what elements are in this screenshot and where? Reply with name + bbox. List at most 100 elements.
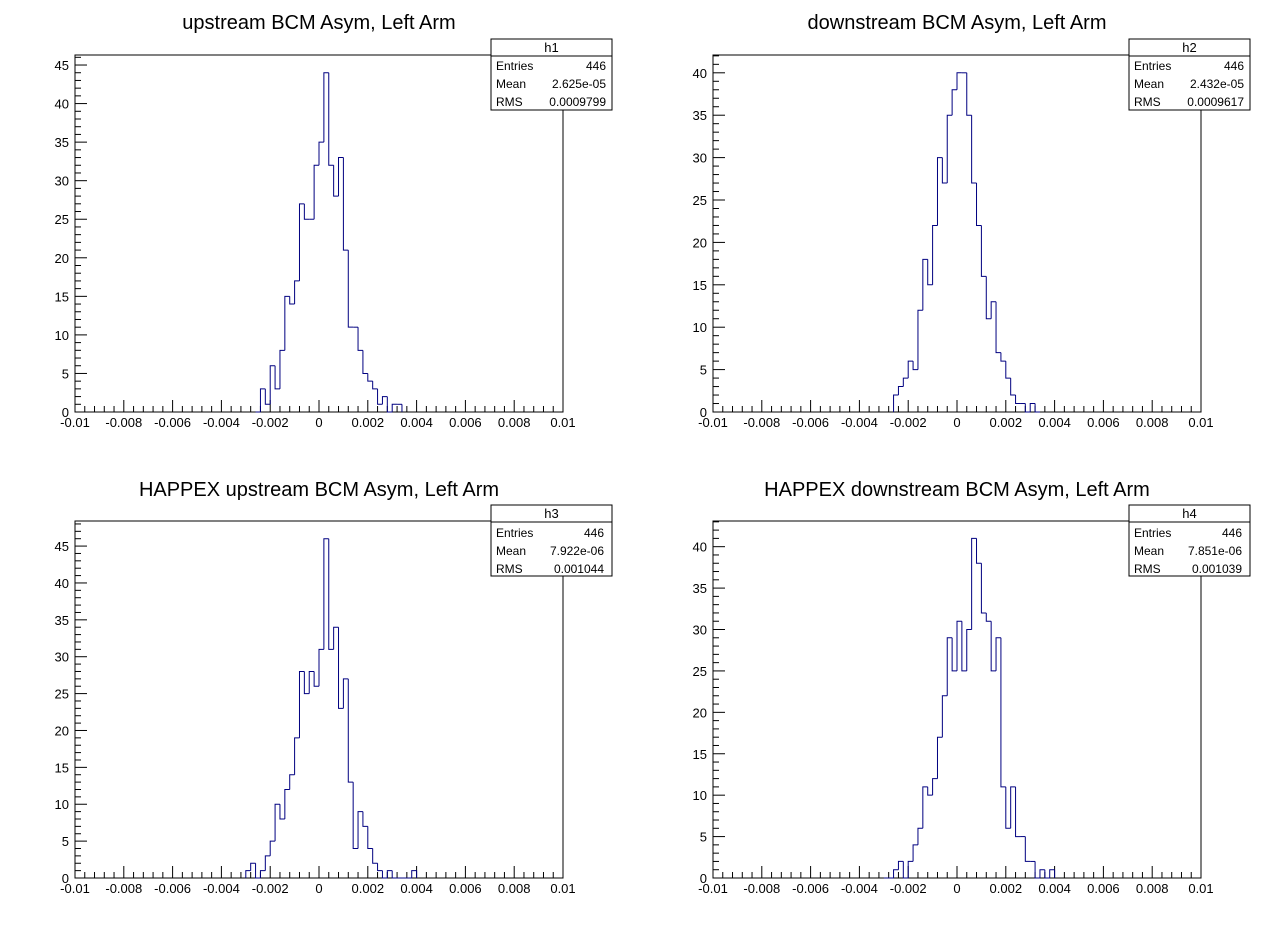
x-tick-label: 0.004 (1038, 881, 1071, 896)
x-tick-label: -0.01 (60, 881, 90, 896)
x-tick-label: -0.008 (743, 415, 780, 430)
y-tick-label: 0 (700, 405, 707, 420)
x-tick-label: -0.008 (743, 881, 780, 896)
y-tick-label: 10 (693, 320, 707, 335)
histogram-bin (936, 157, 943, 226)
histogram-bin (294, 737, 300, 775)
histogram-bin (323, 538, 329, 650)
y-tick-label: 5 (62, 834, 69, 849)
plot-title: downstream BCM Asym, Left Arm (808, 12, 1107, 34)
x-tick-label: -0.008 (105, 415, 142, 430)
histogram-bin (328, 538, 334, 650)
histogram-bin (1044, 869, 1050, 879)
histogram-bin (1000, 352, 1006, 362)
y-axis-ticks: 0 5 10 15 20 25 30 35 40 (693, 521, 725, 886)
x-tick-label: 0.01 (1188, 881, 1213, 896)
histogram-bin (347, 250, 354, 328)
histogram-panel-h4: HAPPEX downstream BCM Asym, Left Arm 0 5 1… (693, 479, 1251, 896)
histogram-bin (381, 396, 388, 405)
histogram-bin (912, 844, 918, 862)
x-tick-label: -0.006 (792, 881, 829, 896)
y-tick-label: 35 (55, 135, 69, 150)
x-tick-label: 0.006 (1087, 881, 1120, 896)
histogram-bin (328, 72, 334, 166)
stats-box-h1: h1 Entries 446 Mean 2.625e-05 RMS 0.0009… (490, 38, 613, 111)
stats-label-entries: Entries (496, 59, 533, 73)
histogram-bin (352, 782, 359, 849)
x-tick-label: -0.006 (154, 415, 191, 430)
histogram-bin (936, 736, 943, 779)
histogram-bin (245, 870, 251, 878)
histogram-panel-h2: downstream BCM Asym, Left Arm 0 5 10 15 20 25… (693, 12, 1251, 430)
y-axis-ticks: 0 5 10 15 20 25 30 35 40 45 (55, 523, 87, 886)
histogram-bin (971, 537, 977, 630)
histogram-bin (897, 860, 904, 870)
stats-label-entries: Entries (1134, 526, 1171, 540)
stats-label-entries: Entries (1134, 59, 1171, 73)
histogram-bin (980, 563, 987, 614)
x-tick-label: 0.004 (400, 415, 433, 430)
histogram-bin (294, 280, 300, 305)
x-tick-label: 0 (315, 415, 322, 430)
y-tick-label: 40 (693, 540, 707, 555)
stats-label-mean: Mean (496, 544, 526, 558)
stats-value-entries: 446 (584, 526, 604, 540)
x-tick-label: 0.006 (449, 415, 482, 430)
stats-label-rms: RMS (496, 95, 523, 109)
histogram-bin (946, 114, 953, 184)
y-tick-label: 0 (700, 871, 707, 886)
histogram-bin (367, 373, 373, 382)
histogram-bin (995, 301, 1001, 354)
histogram-panel-h1: upstream BCM Asym, Left Arm 0 5 10 15 20 25 30… (55, 12, 613, 430)
x-tick-label: -0.004 (841, 415, 878, 430)
histogram-bin (386, 396, 393, 413)
y-tick-label: 45 (55, 58, 69, 73)
x-tick-label: 0 (315, 881, 322, 896)
stats-label-rms: RMS (1134, 562, 1161, 576)
plot-title: HAPPEX upstream BCM Asym, Left Arm (139, 479, 499, 501)
x-tick-label: -0.006 (154, 881, 191, 896)
plot-frame (74, 520, 564, 879)
stats-label-rms: RMS (1134, 95, 1161, 109)
histogram-bin (269, 365, 276, 405)
y-tick-label: 5 (700, 363, 707, 378)
histogram-bin (269, 840, 276, 856)
stats-value-mean: 7.851e-06 (1188, 544, 1242, 558)
histogram-bin (1000, 637, 1006, 788)
histogram-bin (917, 827, 923, 845)
histogram-bin (995, 637, 1001, 671)
histogram-panel-h3: HAPPEX upstream BCM Asym, Left Arm 0 5 10 1… (55, 479, 613, 896)
y-tick-label: 5 (700, 830, 707, 845)
x-tick-label: 0.008 (498, 415, 531, 430)
histogram-bin (338, 157, 344, 197)
x-tick-label: 0.002 (352, 415, 385, 430)
histogram-bin (1010, 786, 1016, 829)
histogram-bin (1015, 786, 1021, 838)
stats-value-mean: 7.922e-06 (550, 544, 604, 558)
histogram-bin (377, 863, 383, 872)
x-tick-label: -0.006 (792, 415, 829, 430)
histogram-bin (922, 258, 928, 311)
plot-title: upstream BCM Asym, Left Arm (182, 12, 455, 34)
x-tick-label: 0.006 (449, 881, 482, 896)
stats-value-rms: 0.0009799 (549, 95, 606, 109)
histogram-bin (333, 165, 339, 197)
x-tick-label: 0.008 (498, 881, 531, 896)
histogram-bin (927, 786, 933, 796)
plot-title: HAPPEX downstream BCM Asym, Left Arm (764, 479, 1150, 501)
y-tick-label: 20 (55, 251, 69, 266)
histogram-bin (308, 670, 315, 694)
histogram-bin (1005, 786, 1011, 829)
histogram-bin (985, 276, 992, 320)
histogram-bin (362, 811, 368, 827)
x-tick-label: 0.004 (400, 881, 433, 896)
x-tick-label: -0.002 (252, 881, 289, 896)
y-tick-label: 10 (55, 797, 69, 812)
x-tick-label: 0.01 (550, 415, 575, 430)
x-axis-ticks: -0.01 -0.008 -0.006 -0.004 -0.002 0 0.002 0.004… (698, 400, 1214, 430)
histogram-bin (951, 89, 957, 116)
y-tick-label: 15 (693, 278, 707, 293)
histogram-bin (1034, 861, 1040, 879)
histogram-bin (966, 72, 972, 116)
histogram-bin (391, 870, 398, 879)
